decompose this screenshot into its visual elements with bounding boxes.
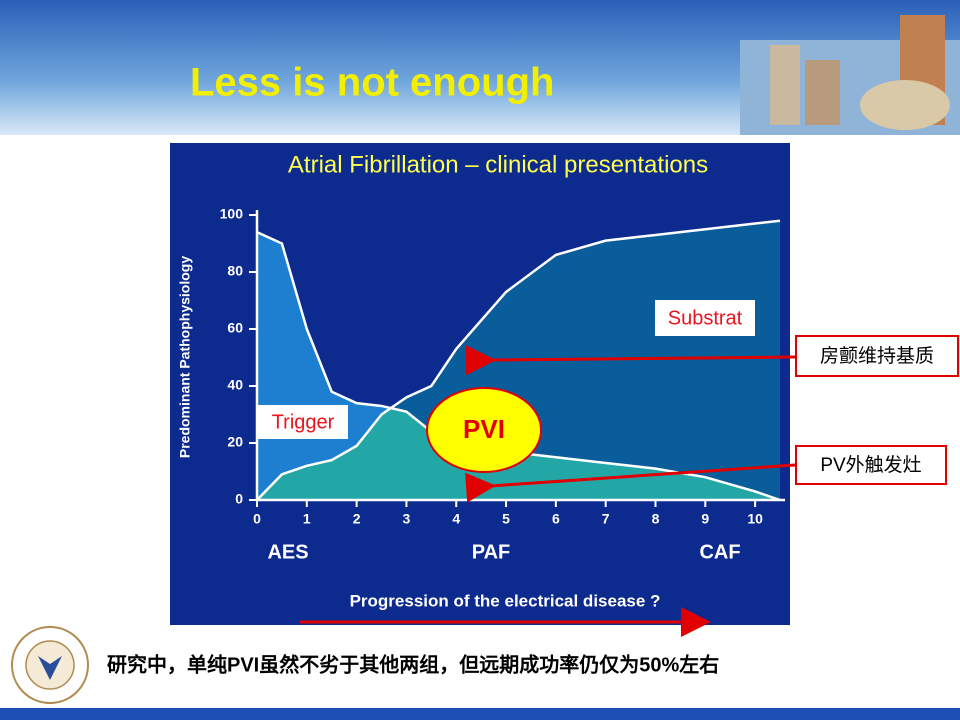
y-axis-label: Predominant Pathophysiology (177, 256, 193, 458)
x-axis-label: Progression of the electrical disease ? (350, 591, 661, 610)
label-box (258, 405, 348, 439)
y-tick-label: 40 (227, 377, 243, 393)
callout: PV外触发灶 (820, 454, 921, 476)
callout-arrow (465, 345, 796, 376)
label-box (655, 300, 755, 336)
footer-text: 研究中，单纯PVI虽然不劣于其他两组，但远期成功率仍仅为50%左右 (107, 652, 719, 676)
x-tick-label: 6 (552, 511, 560, 527)
logo (11, 626, 89, 704)
stage-label: PAF (472, 541, 511, 563)
callout-arrow (465, 463, 796, 503)
y-tick-label: 20 (227, 434, 243, 450)
series-label: Trigger (272, 411, 335, 433)
annotation: PVI (463, 414, 505, 444)
callout: 房颤维持基质 (820, 345, 934, 367)
x-tick-label: 8 (652, 511, 660, 527)
footer-band (0, 708, 960, 720)
y-tick-label: 0 (235, 491, 243, 507)
pvi-ellipse (426, 387, 542, 473)
line (256, 219, 781, 501)
x-tick-label: 3 (403, 511, 411, 527)
callout-box (795, 335, 959, 377)
callout-box (795, 445, 947, 485)
chart-title: Atrial Fibrillation – clinical presentat… (288, 151, 708, 178)
x-tick-label: 2 (353, 511, 361, 527)
y-tick-label: 100 (220, 206, 244, 222)
x-tick-label: 0 (253, 511, 261, 527)
building-photo (740, 15, 960, 135)
series-label: Substrat (668, 307, 743, 329)
y-tick-label: 60 (227, 320, 243, 336)
x-tick-label: 10 (747, 511, 763, 527)
overlap-area (257, 232, 781, 500)
x-tick-label: 7 (602, 511, 610, 527)
y-tick-label: 80 (227, 263, 243, 279)
slide-title: Less is not enough (190, 61, 554, 105)
x-tick-label: 5 (502, 511, 510, 527)
x-tick-label: 1 (303, 511, 311, 527)
x-tick-label: 4 (452, 511, 460, 527)
stage-label: CAF (699, 541, 740, 563)
stage-label: AES (267, 541, 308, 563)
x-tick-label: 9 (701, 511, 709, 527)
